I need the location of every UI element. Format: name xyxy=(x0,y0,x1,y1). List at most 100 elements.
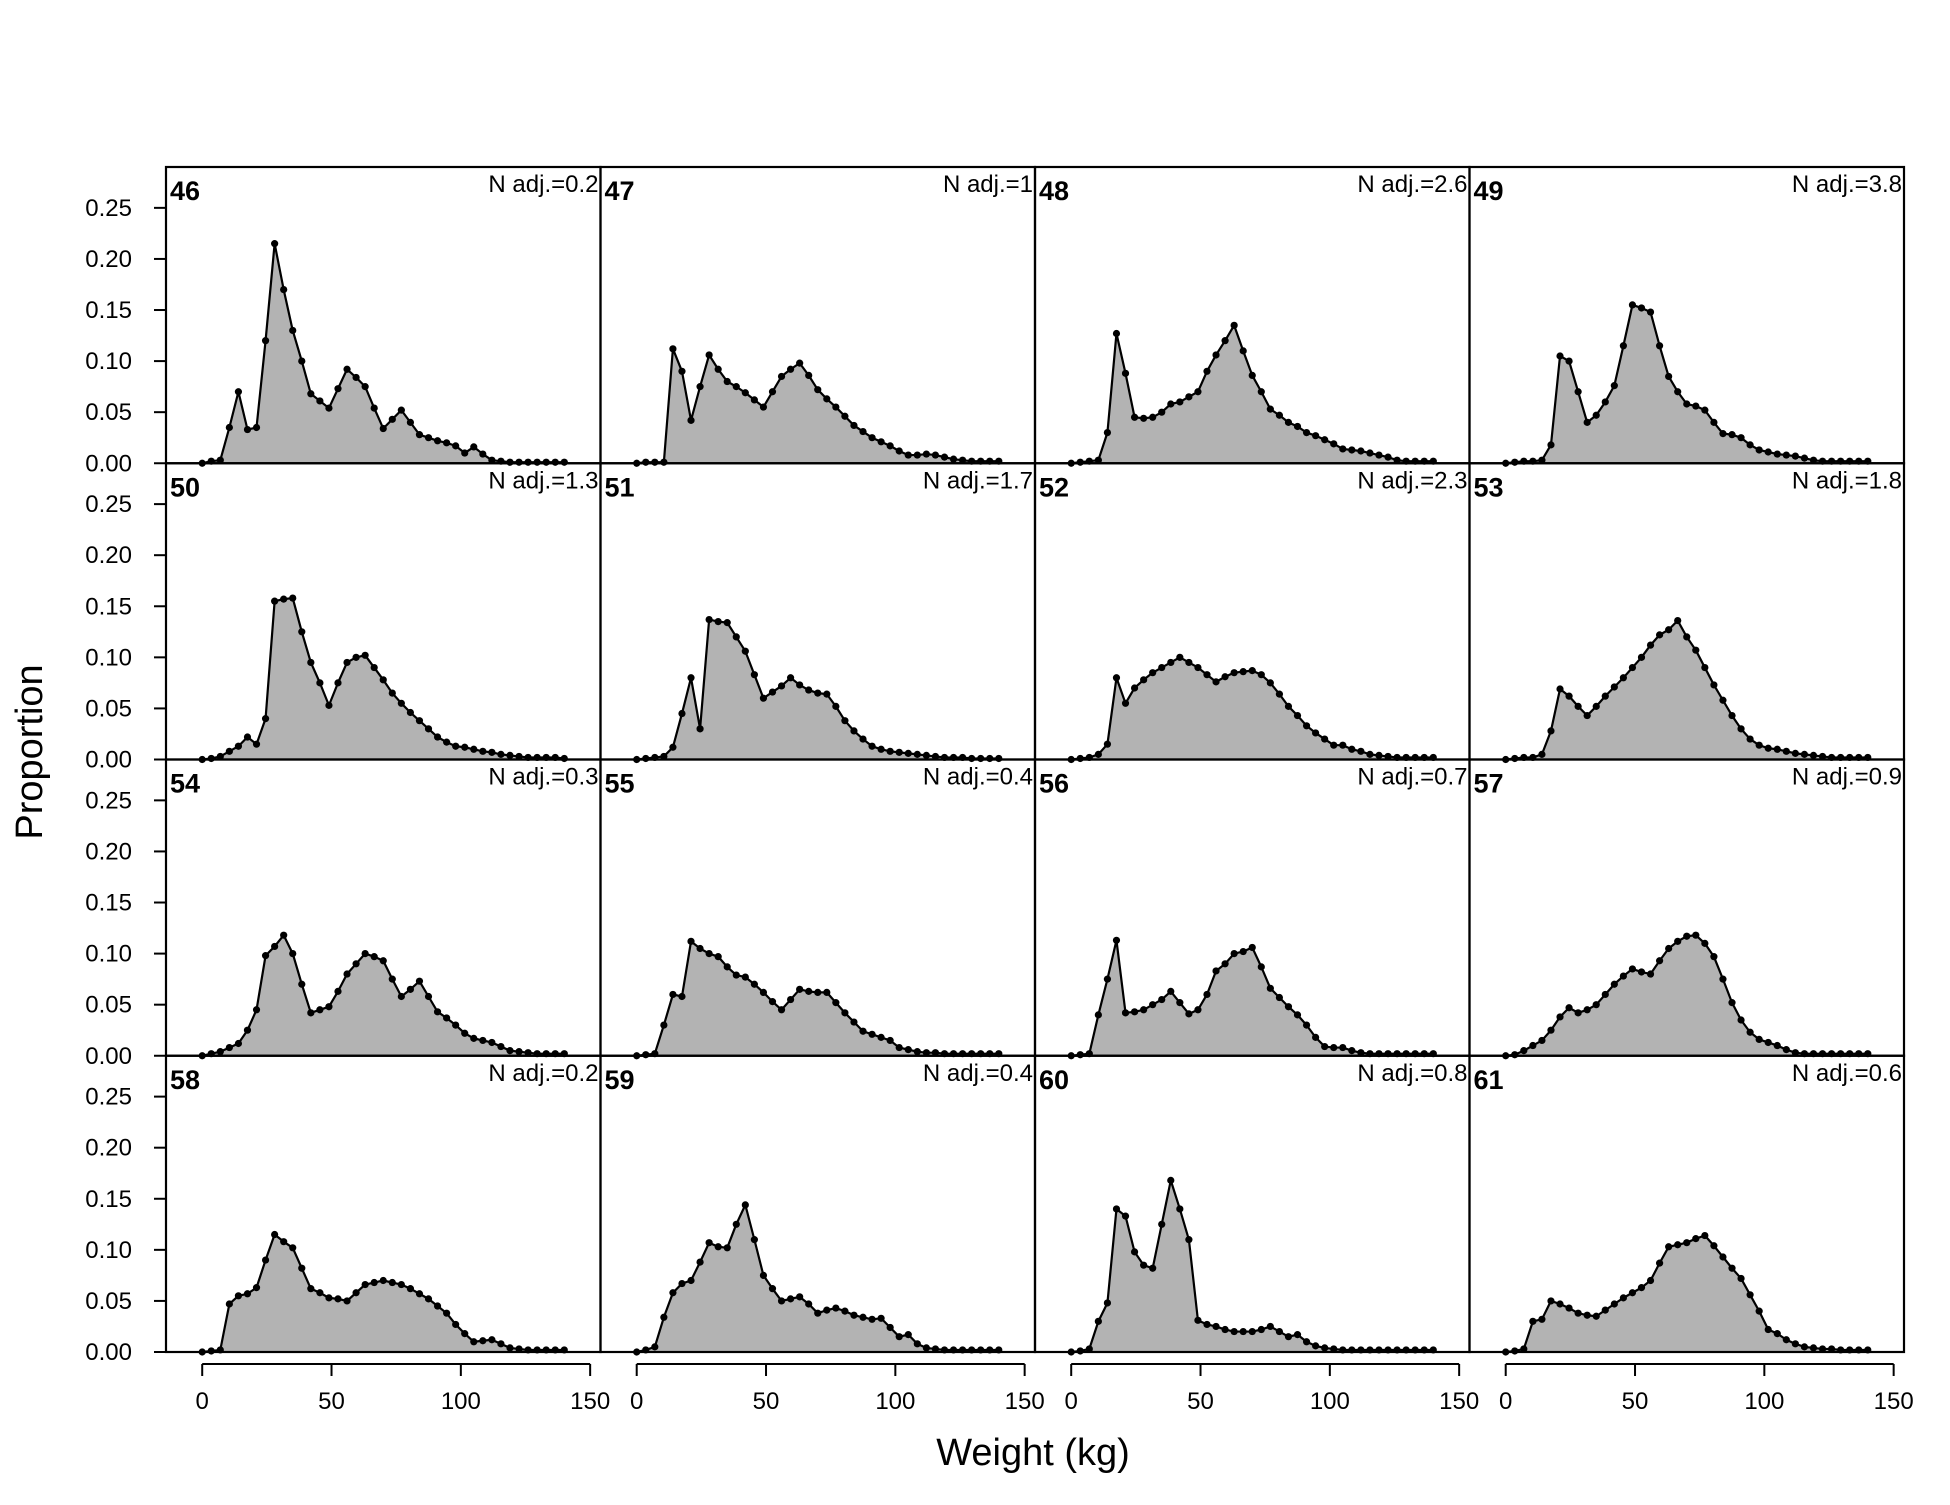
data-point-59-2 xyxy=(651,1343,659,1351)
data-point-51-20 xyxy=(814,689,822,697)
data-point-51-26 xyxy=(868,742,876,750)
data-point-52-27 xyxy=(1312,729,1320,737)
data-point-50-31 xyxy=(479,747,487,755)
data-point-46-29 xyxy=(461,449,469,457)
y-tick-label-r3-0: 0.00 xyxy=(85,1339,132,1366)
data-point-55-6 xyxy=(687,937,695,945)
data-point-57-7 xyxy=(1565,1004,1573,1012)
nadj-label-49: N adj.=3.8 xyxy=(1792,171,1902,198)
data-point-58-7 xyxy=(261,1256,270,1264)
data-point-55-7 xyxy=(696,944,704,953)
data-point-57-11 xyxy=(1601,990,1609,999)
area-fill-57 xyxy=(1505,935,1868,1056)
data-point-52-17 xyxy=(1221,673,1229,681)
data-point-49-23 xyxy=(1710,418,1718,426)
data-point-48-21 xyxy=(1257,388,1265,396)
area-fill-48 xyxy=(1071,325,1434,464)
data-point-48-19 xyxy=(1239,347,1247,355)
data-point-51-17 xyxy=(786,674,795,682)
data-point-48-10 xyxy=(1158,408,1166,416)
data-point-53-15 xyxy=(1637,653,1646,661)
data-point-52-30 xyxy=(1339,741,1347,749)
data-point-61-15 xyxy=(1637,1284,1646,1292)
data-point-57-18 xyxy=(1665,944,1673,953)
data-point-54-36 xyxy=(524,1049,532,1057)
data-point-50-21 xyxy=(388,689,396,697)
data-point-50-3 xyxy=(225,747,233,755)
data-point-53-20 xyxy=(1683,633,1691,641)
data-point-57-22 xyxy=(1701,939,1709,947)
data-point-47-18 xyxy=(796,359,804,367)
data-point-61-19 xyxy=(1674,1241,1682,1249)
data-point-55-14 xyxy=(759,988,768,997)
data-point-52-13 xyxy=(1185,658,1193,667)
data-point-56-13 xyxy=(1185,1010,1193,1018)
data-point-51-29 xyxy=(895,748,903,756)
x-tick-label-c2-0: 0 xyxy=(1065,1388,1078,1415)
data-point-47-30 xyxy=(904,451,912,459)
area-fill-54 xyxy=(202,935,565,1056)
data-point-57-12 xyxy=(1610,980,1618,988)
data-point-48-5 xyxy=(1112,329,1121,338)
data-point-49-18 xyxy=(1665,372,1673,381)
y-tick-label-r0-4: 0.20 xyxy=(85,246,132,273)
data-point-47-31 xyxy=(913,451,921,459)
data-point-59-4 xyxy=(669,1289,677,1297)
data-point-49-19 xyxy=(1674,388,1682,396)
data-point-61-35 xyxy=(1818,1345,1827,1353)
data-point-59-12 xyxy=(741,1201,749,1209)
data-point-53-22 xyxy=(1701,663,1709,672)
data-point-54-9 xyxy=(280,931,288,939)
data-point-60-3 xyxy=(1094,1317,1102,1325)
data-point-57-20 xyxy=(1683,932,1691,940)
data-point-53-26 xyxy=(1737,725,1745,733)
data-point-52-5 xyxy=(1112,674,1121,682)
data-point-54-5 xyxy=(243,1026,252,1034)
area-fill-61 xyxy=(1505,1235,1868,1352)
data-point-58-6 xyxy=(252,1284,261,1292)
data-point-51-15 xyxy=(768,688,777,696)
data-point-52-19 xyxy=(1239,668,1247,676)
data-point-51-7 xyxy=(696,725,704,733)
data-point-55-18 xyxy=(796,985,804,993)
panel-46: 46 N adj.=0.2 xyxy=(164,165,602,467)
data-point-52-21 xyxy=(1257,671,1265,679)
panel-label-51: 51 xyxy=(605,472,635,502)
data-point-49-34 xyxy=(1809,456,1818,464)
data-point-56-18 xyxy=(1230,949,1238,958)
data-point-48-31 xyxy=(1348,446,1356,454)
data-point-48-25 xyxy=(1293,422,1302,431)
data-point-46-14 xyxy=(325,404,333,412)
data-point-53-16 xyxy=(1646,641,1655,649)
data-point-57-8 xyxy=(1574,1009,1582,1017)
panel-label-46: 46 xyxy=(170,176,200,206)
data-point-46-12 xyxy=(307,390,315,398)
data-point-54-32 xyxy=(488,1038,496,1047)
data-point-59-31 xyxy=(913,1340,921,1348)
data-point-47-9 xyxy=(714,365,722,373)
data-point-48-27 xyxy=(1312,432,1320,440)
data-point-54-29 xyxy=(461,1029,469,1037)
data-point-47-25 xyxy=(859,427,867,436)
y-tick-label-r1-5: 0.25 xyxy=(85,491,132,518)
data-point-49-12 xyxy=(1610,382,1618,390)
panel-label-52: 52 xyxy=(1039,472,1069,502)
data-point-47-36 xyxy=(958,456,967,464)
data-point-53-35 xyxy=(1818,752,1827,761)
y-tick-label-r1-1: 0.05 xyxy=(85,695,132,722)
data-point-50-22 xyxy=(397,699,405,707)
data-point-60-2 xyxy=(1085,1345,1093,1353)
data-point-56-25 xyxy=(1293,1011,1302,1019)
data-point-49-14 xyxy=(1628,301,1637,309)
data-point-54-13 xyxy=(316,1006,324,1014)
data-point-52-31 xyxy=(1348,745,1356,753)
data-point-59-27 xyxy=(877,1314,885,1322)
data-point-47-27 xyxy=(877,438,885,446)
data-point-55-16 xyxy=(777,1006,786,1014)
data-point-50-35 xyxy=(515,752,523,761)
data-point-53-25 xyxy=(1728,711,1736,720)
data-point-59-28 xyxy=(886,1323,894,1332)
data-point-57-23 xyxy=(1710,953,1718,961)
data-point-54-31 xyxy=(479,1036,487,1045)
data-point-61-24 xyxy=(1719,1253,1727,1261)
